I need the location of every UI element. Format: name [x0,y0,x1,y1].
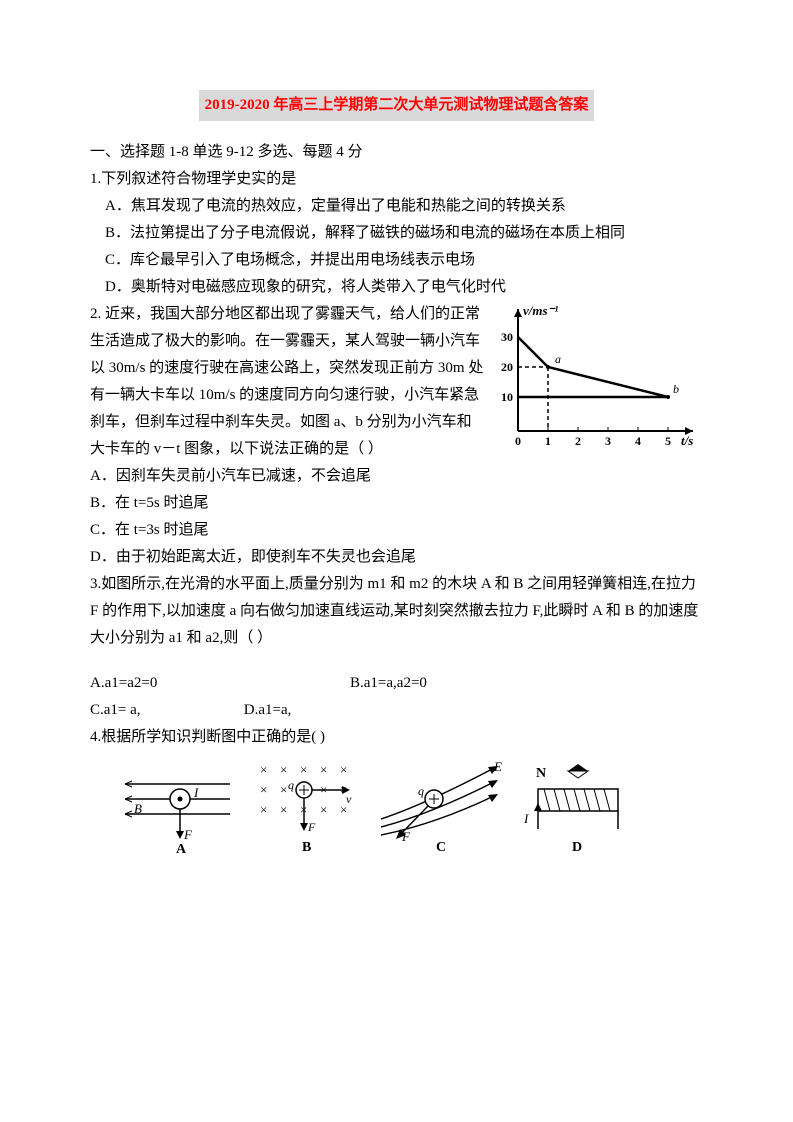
q2-option-d: D．由于初始距离太近，即使刹车不失灵也会追尾 [90,544,703,571]
svg-text:×: × [260,782,267,797]
svg-text:×: × [280,802,287,817]
question-2: 10 20 30 0 1 2 3 4 5 v/ms⁻¹ t/s [90,301,703,571]
svg-text:0: 0 [515,434,521,448]
q1-option-c: C．库仑最早引入了电场概念，并提出用电场线表示电场 [105,247,703,274]
svg-text:×: × [300,762,307,777]
q1-option-b: B．法拉第提出了分子电流假说，解释了磁铁的磁场和电流的磁场在本质上相同 [105,220,703,247]
svg-text:a: a [555,352,561,366]
svg-text:2: 2 [575,434,581,448]
svg-text:E: E [493,759,502,774]
q2-option-a: A．因刹车失灵前小汽车已减速，不会追尾 [90,463,703,490]
svg-text:×: × [280,762,287,777]
svg-text:×: × [260,802,267,817]
q2-option-c: C．在 t=3s 时追尾 [90,517,703,544]
svg-text:F: F [183,827,193,842]
q4-stem: 4.根据所学知识判断图中正确的是( ) [90,724,703,751]
q4-diagram-c: E q F C [376,759,506,864]
svg-text:×: × [320,762,327,777]
svg-text:×: × [280,782,287,797]
svg-text:×: × [320,802,327,817]
section-header: 一、选择题 1-8 单选 9-12 多选、每题 4 分 [90,139,703,166]
svg-text:q: q [418,784,424,798]
svg-text:D: D [572,840,582,854]
svg-text:C: C [436,840,446,854]
svg-text:3: 3 [605,434,611,448]
svg-text:t/s: t/s [681,433,693,448]
page-title: 2019-2020 年高三上学期第二次大单元测试物理试题含答案 [199,90,595,121]
svg-text:10: 10 [501,390,513,404]
svg-text:q: q [288,778,294,792]
question-3: 3.如图所示,在光滑的水平面上,质量分别为 m1 和 m2 的木块 A 和 B … [90,571,703,724]
q3-option-c: C.a1= a, [90,697,240,724]
q4-diagram-d: N I [514,759,634,864]
q4-diagram-a: I B F A [120,759,240,864]
svg-text:A: A [176,842,187,854]
svg-text:v: v [346,792,352,806]
q1-option-d: D．奥斯特对电磁感应现象的研究，将人类带入了电气化时代 [105,274,703,301]
svg-text:F: F [307,820,316,834]
vt-graph: 10 20 30 0 1 2 3 4 5 v/ms⁻¹ t/s [493,301,703,451]
svg-text:30: 30 [501,330,513,344]
svg-text:B: B [302,840,311,854]
svg-text:I: I [193,785,199,800]
svg-text:×: × [340,762,347,777]
q4-diagram-b: ××××× ×××× ××××× q v F B [248,759,368,864]
svg-text:B: B [134,801,142,816]
question-1: 1.下列叙述符合物理学史实的是 A．焦耳发现了电流的热效应，定量得出了电能和热能… [90,166,703,301]
svg-text:20: 20 [501,360,513,374]
q1-option-a: A．焦耳发现了电流的热效应，定量得出了电能和热能之间的转换关系 [105,193,703,220]
question-4: 4.根据所学知识判断图中正确的是( ) I B F [90,724,703,864]
q3-option-a: A.a1=a2=0 [90,670,350,697]
svg-text:4: 4 [635,434,641,448]
svg-text:×: × [260,762,267,777]
svg-text:1: 1 [545,434,551,448]
svg-text:v/ms⁻¹: v/ms⁻¹ [523,303,558,318]
q3-stem: 3.如图所示,在光滑的水平面上,质量分别为 m1 和 m2 的木块 A 和 B … [90,571,703,652]
q3-option-d: D.a1=a, [244,702,292,718]
svg-text:b: b [673,382,679,396]
q1-stem: 1.下列叙述符合物理学史实的是 [90,166,703,193]
svg-text:I: I [523,811,529,826]
svg-text:5: 5 [665,434,671,448]
q2-option-b: B．在 t=5s 时追尾 [90,490,703,517]
svg-text:F: F [401,829,411,844]
svg-text:N: N [536,766,546,781]
q3-option-b: B.a1=a,a2=0 [350,670,427,697]
